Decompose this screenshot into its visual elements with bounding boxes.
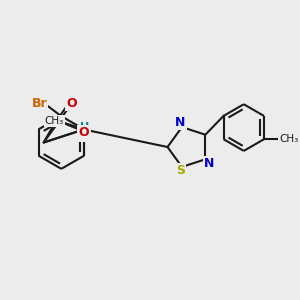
Text: O: O xyxy=(78,127,89,140)
Text: Br: Br xyxy=(32,97,47,110)
Text: N: N xyxy=(175,116,186,129)
Text: N: N xyxy=(204,157,214,170)
Text: O: O xyxy=(66,97,76,110)
Text: H: H xyxy=(80,122,89,132)
Text: N: N xyxy=(79,128,90,142)
Text: CH₃: CH₃ xyxy=(279,134,298,144)
Text: S: S xyxy=(176,164,185,177)
Text: CH₃: CH₃ xyxy=(45,116,64,126)
